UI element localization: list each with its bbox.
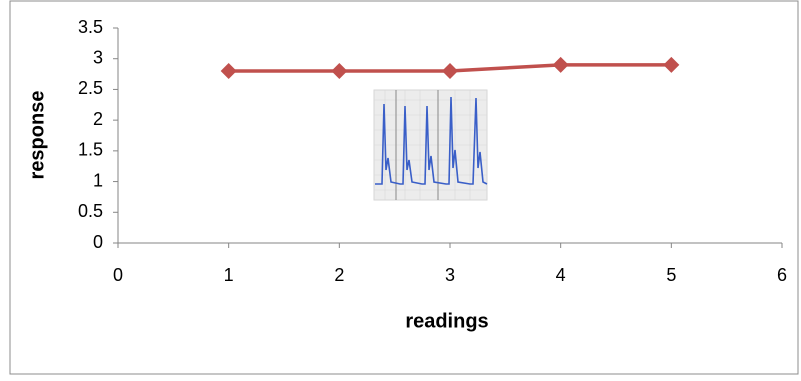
- y-tick-label: 1: [93, 170, 103, 190]
- x-tick-label: 4: [556, 265, 566, 285]
- y-tick-label: 2: [93, 109, 103, 129]
- x-axis-title: readings: [405, 310, 488, 332]
- y-tick-label: 1.5: [78, 140, 103, 160]
- y-tick-label: 3: [93, 47, 103, 67]
- y-axis-title: response: [26, 91, 48, 180]
- x-tick-label: 5: [666, 265, 676, 285]
- y-tick-label: 3.5: [78, 17, 103, 37]
- x-tick-label: 2: [334, 265, 344, 285]
- x-tick-label: 6: [777, 265, 787, 285]
- x-tick-label: 1: [224, 265, 234, 285]
- y-tick-label: 0.5: [78, 201, 103, 221]
- x-tick-label: 0: [113, 265, 123, 285]
- inset-image: [374, 90, 487, 200]
- x-tick-label: 3: [445, 265, 455, 285]
- y-tick-label: 2.5: [78, 78, 103, 98]
- chart: readings response 0 0.5 1 1.5 2 2.5 3 3.5 0 1 2 3 4 5…: [0, 0, 801, 376]
- y-tick-label: 0: [93, 232, 103, 252]
